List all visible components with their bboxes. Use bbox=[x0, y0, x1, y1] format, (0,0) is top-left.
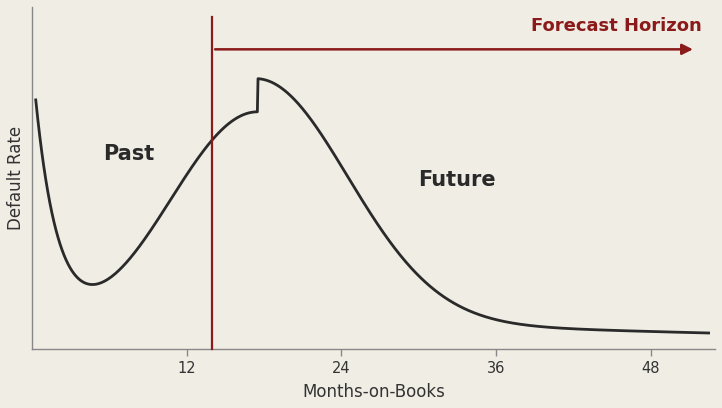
Text: Forecast Horizon: Forecast Horizon bbox=[531, 17, 701, 35]
Text: Future: Future bbox=[419, 170, 496, 190]
Text: Past: Past bbox=[103, 144, 155, 164]
X-axis label: Months-on-Books: Months-on-Books bbox=[302, 383, 445, 401]
Y-axis label: Default Rate: Default Rate bbox=[7, 126, 25, 230]
